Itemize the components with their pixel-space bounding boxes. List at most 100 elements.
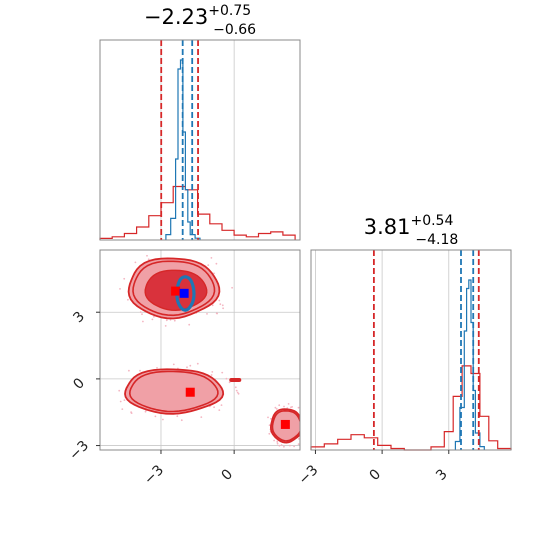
scatter-point (165, 319, 168, 322)
scatter-point (127, 369, 130, 372)
scatter-point (278, 444, 281, 447)
scatter-point (236, 391, 239, 394)
scatter-point (237, 392, 240, 395)
contour-frame (99, 249, 301, 451)
marginal-2-title-upper-error: +0.54 (410, 213, 453, 229)
scatter-point (200, 416, 203, 418)
contour-small-island (229, 378, 242, 382)
scatter-point (127, 298, 129, 301)
marginal-1-title-lower-error: −0.66 (213, 22, 256, 38)
marginal-2-title: 3.81+0.54 −4.18 (364, 213, 459, 248)
scatter-point (216, 312, 219, 315)
scatter-point (276, 441, 279, 443)
contour-mid-1 (128, 370, 219, 413)
marginal-2-title-value: 3.81 (364, 215, 411, 239)
scatter-point (297, 438, 300, 440)
scatter-point (297, 406, 300, 409)
scatter-point (278, 404, 281, 407)
scatter-point (123, 277, 126, 280)
scatter-point (156, 367, 158, 369)
marker-red-0 (171, 286, 181, 296)
scatter-point (225, 377, 228, 380)
x-tick-label-right-0: −3 (296, 462, 322, 488)
scatter-point (276, 442, 279, 445)
marginal-1-title: −2.23+0.75 −0.66 (144, 3, 256, 38)
scatter-point (147, 258, 150, 261)
scatter-point (222, 307, 225, 310)
marginal-1-title-upper-error: +0.75 (208, 3, 251, 19)
scatter-point (267, 416, 269, 419)
density-fill-layer (118, 254, 300, 448)
contour-mid-0 (132, 260, 216, 317)
scatter-point (169, 318, 172, 321)
scatter-point (173, 319, 176, 322)
marginal-1-histogram-red-0 (99, 185, 296, 240)
scatter-point (211, 304, 214, 307)
scatter-point (280, 444, 283, 446)
scatter-point (139, 369, 141, 372)
scatter-point (142, 320, 144, 323)
scatter-point (221, 304, 224, 307)
scatter-point (119, 288, 121, 290)
scatter-point (119, 400, 122, 403)
scatter-point (188, 323, 191, 326)
scatter-point (218, 299, 221, 302)
scatter-point (283, 445, 285, 448)
scatter-point (154, 415, 157, 418)
scatter-point (162, 418, 164, 421)
scatter-point (151, 318, 154, 321)
scatter-point (274, 406, 277, 409)
marginal-2-histogram-red-0 (310, 365, 512, 451)
scatter-point (164, 325, 167, 327)
scatter-point (215, 262, 218, 265)
scatter-point (213, 272, 215, 275)
contour-outer-1 (124, 368, 225, 415)
scatter-point (121, 408, 124, 410)
scatter-point (172, 363, 175, 366)
scatter-point (290, 406, 292, 409)
y-tick-label-2: 3 (70, 309, 88, 327)
scatter-point (219, 303, 222, 306)
scatter-point (221, 371, 224, 374)
scatter-point (118, 389, 121, 392)
marker-blue-1 (179, 288, 189, 298)
scatter-point (220, 404, 223, 406)
marker-red-2 (185, 387, 195, 397)
scatter-point (176, 415, 179, 418)
scatter-point (287, 403, 290, 405)
scatter-point (180, 419, 183, 422)
scatter-point (218, 409, 221, 411)
scatter-point (273, 439, 275, 442)
marker-red-3 (280, 419, 290, 429)
scatter-point (231, 286, 234, 289)
x-tick-label-right-1: 0 (366, 466, 384, 484)
label-layer: −2.23+0.75 −0.66 −3 0 3 −3 0 3.81+0.54 −4.18 −3 0 3 (66, 3, 458, 488)
scatter-point (211, 371, 214, 373)
marginal-1-title-value: −2.23 (144, 5, 208, 29)
scatter-point (123, 399, 126, 401)
histogram-line-layer (99, 40, 512, 451)
marginal-2-title-lower-error: −4.18 (415, 232, 458, 248)
scatter-point (234, 386, 237, 389)
scatter-point (134, 261, 137, 264)
scatter-point (186, 366, 188, 369)
scatter-point (146, 254, 148, 257)
contour-mid-2 (271, 409, 300, 442)
scatter-point (196, 362, 199, 365)
scatter-point (189, 364, 192, 367)
axes-layer (96, 39, 512, 454)
scatter-point (141, 313, 143, 315)
scatter-point (268, 432, 271, 435)
scatter-point (210, 374, 213, 376)
scatter-point (268, 424, 271, 427)
scatter-point (275, 408, 278, 410)
scatter-point (297, 443, 300, 445)
scatter-point (210, 257, 213, 259)
scatter-point (213, 406, 216, 409)
marginal-2-histogram-blue-1 (454, 279, 485, 450)
y-tick-label-0: −3 (66, 438, 92, 464)
scatter-point (235, 389, 238, 392)
marginal-1-frame (99, 39, 301, 241)
scatter-point (206, 313, 208, 315)
